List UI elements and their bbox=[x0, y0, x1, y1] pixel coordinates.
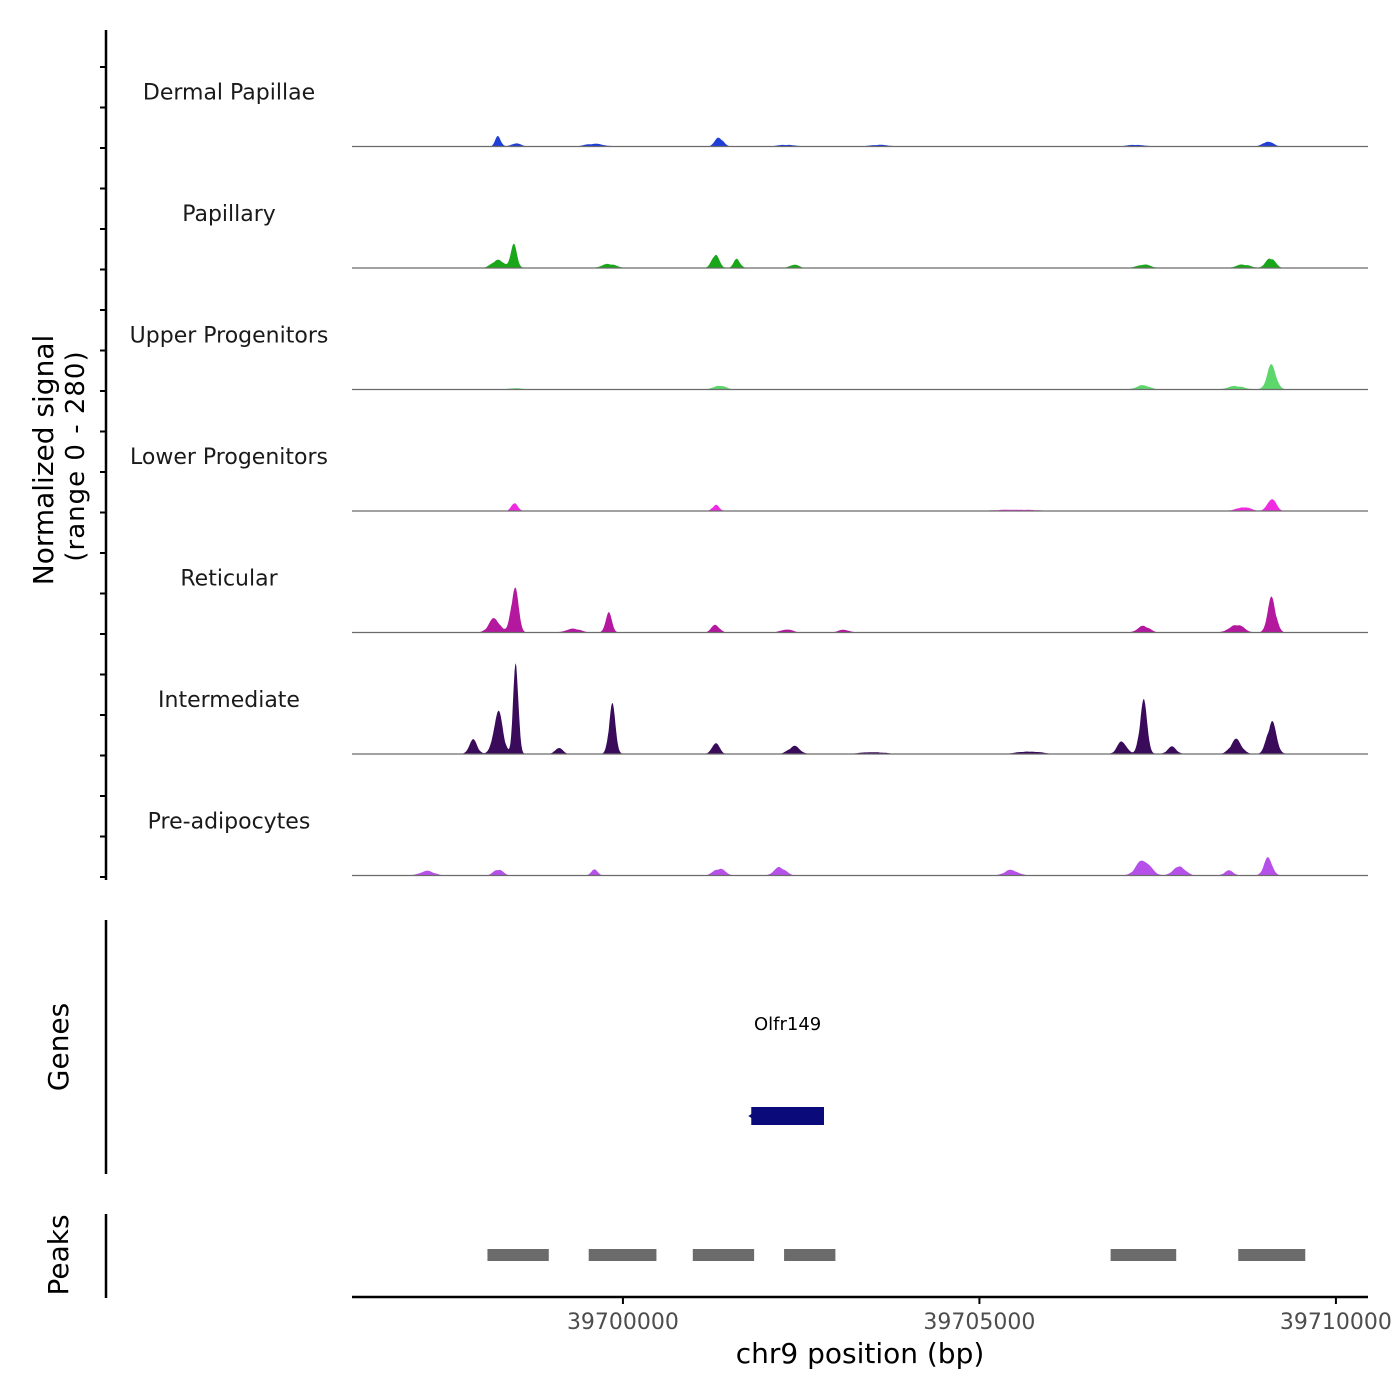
track-upper-progenitors: Upper Progenitors bbox=[130, 324, 1368, 391]
track-label: Pre-adipocytes bbox=[148, 810, 311, 835]
peak-region bbox=[1110, 1249, 1177, 1261]
signal-area bbox=[394, 136, 1322, 147]
x-tick-label: 39710000 bbox=[1280, 1310, 1392, 1335]
gene-strand-arrow bbox=[748, 1111, 757, 1121]
signal-area bbox=[394, 499, 1322, 511]
track-dermal-papillae: Dermal Papillae bbox=[143, 81, 1368, 148]
peak-region bbox=[1238, 1249, 1306, 1261]
peaks-axis-title: Peaks bbox=[42, 1214, 75, 1295]
y-axis-title-line1: Normalized signal bbox=[27, 335, 60, 586]
track-label: Papillary bbox=[182, 202, 276, 227]
genes-axis-title: Genes bbox=[42, 1003, 75, 1091]
signal-area bbox=[394, 857, 1322, 876]
track-lower-progenitors: Lower Progenitors bbox=[130, 445, 1368, 512]
gene-olfr149: Olfr149 bbox=[748, 1014, 824, 1125]
track-label: Intermediate bbox=[158, 688, 300, 713]
track-label: Reticular bbox=[180, 567, 278, 592]
gene-label: Olfr149 bbox=[754, 1014, 821, 1035]
signal-area bbox=[394, 364, 1322, 390]
gene-body bbox=[751, 1107, 824, 1125]
signal-area bbox=[394, 663, 1322, 754]
signal-area bbox=[394, 587, 1322, 633]
track-reticular: Reticular bbox=[180, 567, 1368, 634]
genes-panel: Olfr149 bbox=[104, 920, 824, 1174]
signal-area bbox=[394, 243, 1322, 268]
peak-region bbox=[784, 1249, 836, 1261]
track-label: Upper Progenitors bbox=[130, 324, 329, 349]
track-intermediate: Intermediate bbox=[158, 663, 1368, 755]
x-tick-label: 39700000 bbox=[567, 1310, 679, 1335]
x-axis-title: chr9 position (bp) bbox=[736, 1337, 985, 1370]
coverage-panel: Dermal Papillae Papillary Upper Progenitor… bbox=[100, 30, 1368, 880]
track-label: Lower Progenitors bbox=[130, 445, 328, 470]
track-pre-adipocytes: Pre-adipocytes bbox=[148, 810, 1368, 877]
peak-region bbox=[588, 1249, 657, 1261]
x-axis: 39700000 39705000 39710000 bbox=[352, 1295, 1392, 1335]
peak-region bbox=[692, 1249, 755, 1261]
peaks-panel bbox=[104, 1214, 1306, 1298]
track-label: Dermal Papillae bbox=[143, 81, 315, 106]
peak-region bbox=[487, 1249, 549, 1261]
x-tick-label: 39705000 bbox=[923, 1310, 1035, 1335]
y-axis-title-line2: (range 0 - 280) bbox=[61, 350, 91, 561]
track-papillary: Papillary bbox=[182, 202, 1368, 269]
